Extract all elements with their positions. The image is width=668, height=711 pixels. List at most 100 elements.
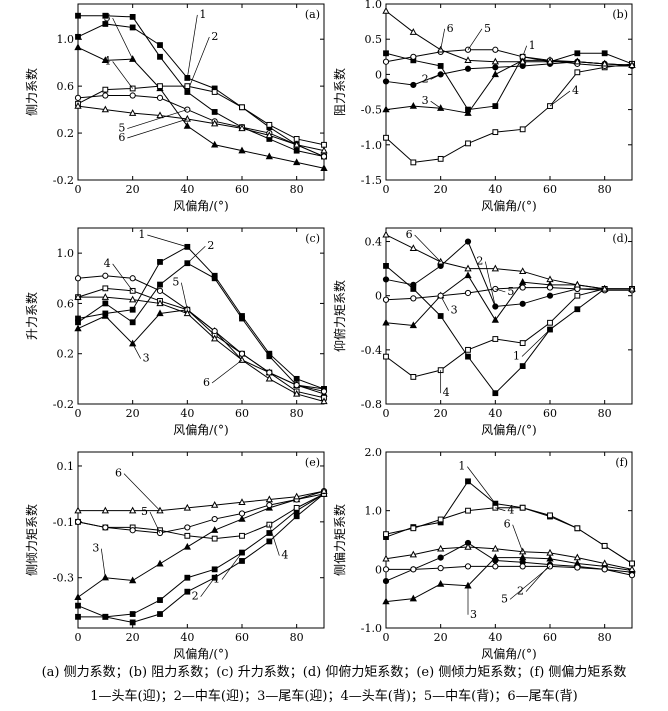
series-label-leader bbox=[495, 507, 506, 512]
data-point bbox=[238, 124, 246, 132]
data-point bbox=[238, 350, 246, 357]
data-point bbox=[546, 275, 554, 283]
series-line bbox=[77, 85, 325, 146]
data-point bbox=[157, 597, 163, 603]
series-number-label: 3 bbox=[92, 542, 99, 555]
data-point bbox=[437, 544, 445, 552]
y-tick-label: -1.0 bbox=[361, 139, 382, 152]
series-number-label: 3 bbox=[451, 304, 458, 317]
data-point bbox=[183, 542, 191, 550]
data-point bbox=[465, 478, 471, 485]
series-label-leader bbox=[112, 61, 133, 89]
series-line bbox=[385, 274, 632, 326]
data-point bbox=[184, 83, 191, 90]
data-point bbox=[211, 275, 218, 282]
y-axis-label: 侧力系数 bbox=[24, 68, 39, 116]
series-number-label: 5 bbox=[118, 122, 125, 135]
panel-b: 0 20 40 60 80 -1.5 -1.0 -0.5 0 0.5 1.0 风偏角/(°) 阻力系数 (… bbox=[332, 0, 636, 213]
series-line bbox=[385, 542, 633, 582]
data-point bbox=[239, 104, 245, 111]
data-point bbox=[628, 61, 636, 68]
data-point bbox=[547, 512, 553, 519]
data-point bbox=[437, 554, 444, 561]
y-tick-label: -1.0 bbox=[361, 622, 382, 635]
data-point bbox=[410, 295, 417, 302]
data-point bbox=[465, 140, 471, 147]
data-point bbox=[101, 506, 109, 514]
series-number-label: 4 bbox=[443, 386, 450, 399]
data-point bbox=[293, 375, 300, 382]
data-point bbox=[157, 281, 163, 288]
data-point bbox=[519, 553, 527, 561]
panel-c: 0 20 40 60 80 -0.2 0.2 0.6 1.0 风偏角/(°) 升力系数 (c) 1 2 3 4… bbox=[24, 227, 328, 437]
data-point bbox=[383, 263, 389, 269]
y-tick-label: -0.3 bbox=[53, 572, 74, 585]
data-point bbox=[156, 299, 164, 307]
series-3: 3 bbox=[382, 271, 636, 329]
data-point bbox=[320, 487, 328, 494]
series-5: 5 bbox=[74, 488, 328, 537]
x-axis-label: 风偏角/(°) bbox=[173, 646, 228, 661]
x-tick-label: 20 bbox=[126, 407, 140, 420]
series-number-label: 6 bbox=[406, 228, 413, 241]
series-label-leader bbox=[123, 473, 161, 511]
data-point bbox=[574, 292, 581, 299]
data-point bbox=[102, 21, 109, 27]
data-point bbox=[102, 300, 109, 307]
data-point bbox=[75, 602, 81, 609]
panel-a: 0 20 40 60 80 -0.2 0.2 0.6 1.0 风偏角/(°) 侧力系数 (a) 12 3 4… bbox=[24, 3, 328, 213]
y-tick-label: 0 bbox=[375, 290, 382, 303]
series-line bbox=[77, 493, 325, 540]
plot-frame bbox=[385, 227, 633, 405]
x-tick-label: 20 bbox=[126, 631, 140, 644]
data-point bbox=[464, 46, 472, 53]
data-point bbox=[211, 566, 218, 573]
panel-tag: (e) bbox=[305, 456, 320, 469]
series-label-leader bbox=[187, 36, 210, 93]
series-6: 6 bbox=[382, 6, 636, 68]
series-label-leader bbox=[112, 17, 133, 60]
series-label-leader bbox=[549, 90, 571, 107]
data-point bbox=[74, 506, 82, 514]
x-tick-label: 80 bbox=[598, 183, 612, 196]
data-point bbox=[184, 243, 191, 250]
data-point bbox=[74, 275, 82, 282]
series-label-leader bbox=[149, 511, 161, 534]
y-tick-label: 1.0 bbox=[365, 505, 383, 518]
series-number-label: 1 bbox=[199, 8, 206, 21]
data-point bbox=[211, 501, 219, 508]
data-point bbox=[574, 50, 581, 57]
plot-frame bbox=[77, 227, 325, 405]
data-point bbox=[157, 83, 163, 90]
series-line bbox=[77, 275, 325, 392]
y-tick-label: 1.0 bbox=[57, 33, 75, 46]
data-point bbox=[519, 284, 526, 291]
data-point bbox=[491, 316, 499, 323]
data-point bbox=[382, 78, 390, 85]
series-4: 4 bbox=[383, 504, 635, 567]
x-tick-label: 0 bbox=[75, 631, 82, 644]
data-point bbox=[320, 388, 328, 395]
data-point bbox=[129, 611, 136, 617]
series-line bbox=[78, 15, 325, 158]
series-number-label: 1 bbox=[513, 350, 520, 363]
data-point bbox=[211, 535, 218, 542]
series-label-leader bbox=[132, 343, 141, 359]
data-point bbox=[491, 57, 499, 65]
y-axis-label: 升力系数 bbox=[24, 292, 39, 340]
data-point bbox=[320, 397, 328, 405]
series-number-label: 4 bbox=[572, 84, 579, 97]
series-line bbox=[77, 262, 325, 390]
series-label-leader bbox=[509, 566, 551, 600]
data-point bbox=[574, 525, 581, 532]
data-point bbox=[547, 319, 553, 326]
x-tick-label: 80 bbox=[290, 183, 304, 196]
data-point bbox=[383, 531, 389, 538]
series-number-label: 6 bbox=[115, 467, 122, 480]
data-point bbox=[102, 92, 109, 99]
series-label-leader bbox=[221, 552, 243, 580]
data-point bbox=[573, 57, 581, 65]
y-tick-label: -0.2 bbox=[53, 174, 74, 187]
data-point bbox=[101, 56, 109, 64]
